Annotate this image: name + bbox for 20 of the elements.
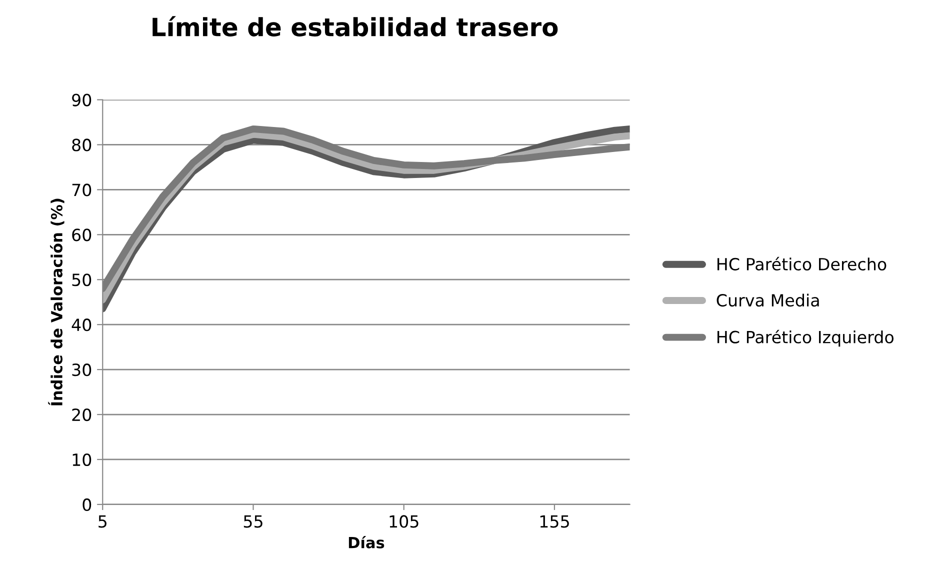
y-tick-label: 80 [72,138,92,152]
y-axis-title: Índice de Valoración (%) [48,198,64,406]
y-tick-label: 90 [72,94,92,106]
y-tick-label: 60 [72,228,92,242]
y-tick-label: 50 [72,274,92,286]
x-axis-title: Días [348,536,384,548]
y-tick-label: 10 [72,453,92,466]
x-tick-label: 5 [98,515,106,528]
x-tick-label: 105 [390,515,418,528]
legend-label: Curva Media [716,294,819,307]
y-tick-label: 20 [72,408,92,422]
y-tick-label: 0 [82,498,92,512]
y-tick-label: 40 [72,318,92,332]
x-tick-label: 155 [540,515,569,528]
y-tick-label: 70 [72,184,92,196]
legend-label: HC Parético Derecho [717,256,886,270]
chart-title: Límite de estabilidad trasero [152,16,558,36]
x-tick-label: 55 [244,515,262,528]
legend-label: HC Parético Izquierdo [717,330,894,347]
y-tick-label: 30 [72,364,92,376]
